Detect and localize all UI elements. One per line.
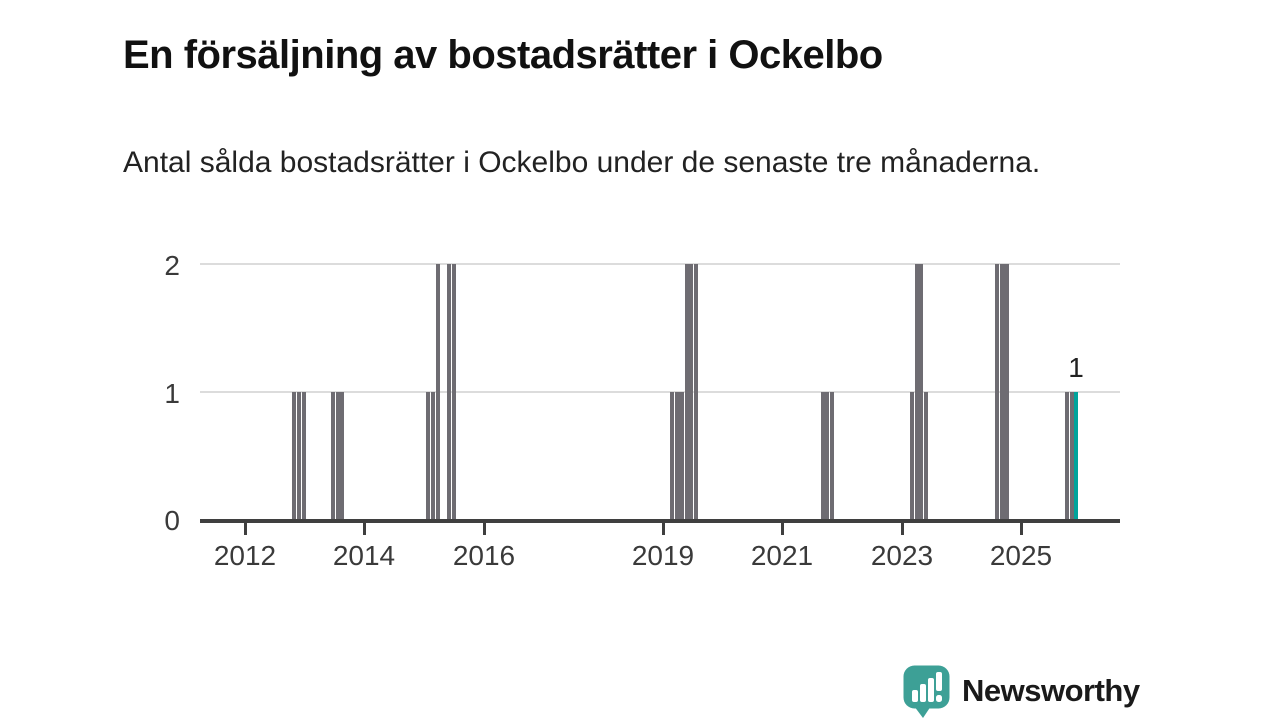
- bar: [995, 264, 1000, 519]
- bar: [340, 391, 345, 519]
- bar: [335, 391, 340, 519]
- bar: [825, 391, 830, 519]
- page-title: En försäljning av bostadsrätter i Ockelb…: [123, 32, 883, 77]
- bar: [1069, 391, 1074, 519]
- bar: [446, 264, 452, 519]
- x-axis-tick-label: 2025: [989, 540, 1053, 571]
- bar: [426, 391, 431, 519]
- x-axis-tick: [661, 523, 665, 535]
- bar: [301, 391, 306, 519]
- bar: [674, 391, 679, 519]
- newsworthy-icon: [903, 665, 950, 718]
- bar: [435, 264, 440, 519]
- bar: [684, 264, 689, 519]
- bar: [330, 391, 335, 519]
- x-axis-tick: [243, 523, 247, 535]
- latest-value-label: 1: [1068, 351, 1084, 383]
- bar: [430, 391, 435, 519]
- x-axis-tick: [362, 523, 366, 535]
- newsworthy-logo: Newsworthy: [902, 664, 1140, 718]
- bar: [694, 264, 699, 519]
- bar: [820, 391, 825, 519]
- chart-subtitle: Antal sålda bostadsrätter i Ockelbo unde…: [123, 146, 1041, 179]
- x-axis-tick-label: 2021: [750, 540, 814, 571]
- gridline-y1: [200, 390, 1120, 393]
- x-axis-tick-label: 2023: [870, 540, 934, 571]
- y-axis-tick-label: 1: [164, 377, 180, 409]
- y-axis-tick-label: 2: [164, 250, 180, 281]
- bar: [923, 391, 929, 519]
- bar: [909, 391, 914, 519]
- x-axis-tick: [780, 523, 784, 535]
- x-axis-tick: [482, 523, 486, 535]
- x-axis-tick: [900, 523, 904, 535]
- x-axis-tick: [1019, 523, 1023, 535]
- newsworthy-wordmark: Newsworthy: [962, 673, 1140, 708]
- y-axis-tick-label: 0: [164, 505, 180, 536]
- gridline-y2: [200, 263, 1120, 265]
- bar: [999, 264, 1004, 519]
- bar: [451, 264, 456, 519]
- x-axis-tick-label: 2012: [213, 540, 277, 571]
- bar: [292, 391, 297, 519]
- x-axis-tick-label: 2016: [452, 540, 516, 571]
- x-axis-line: [200, 519, 1120, 523]
- bar: [1064, 391, 1069, 519]
- bar: [919, 264, 924, 519]
- bar: [297, 391, 302, 519]
- bar: [689, 264, 694, 519]
- bar: [670, 391, 675, 519]
- bar: [914, 264, 919, 519]
- bar: [829, 391, 835, 519]
- bar: [679, 391, 684, 519]
- x-axis-tick-label: 2014: [332, 540, 396, 571]
- bar: [1004, 264, 1009, 519]
- x-axis-tick-label: 2019: [631, 540, 695, 571]
- highlight-bar: [1074, 391, 1079, 519]
